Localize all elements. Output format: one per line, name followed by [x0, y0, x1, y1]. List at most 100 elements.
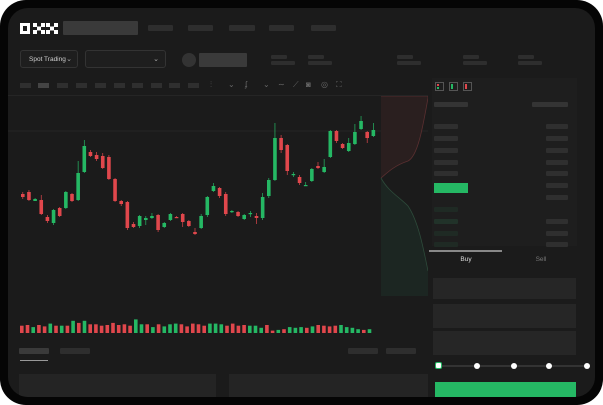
market-type-dropdown[interactable]: Spot Trading ⌄	[20, 50, 78, 68]
tab-buy[interactable]: Buy	[460, 256, 472, 263]
ruler-icon[interactable]: ⟋	[293, 80, 299, 89]
interval-button[interactable]	[151, 83, 162, 88]
search-bar[interactable]	[63, 21, 138, 35]
buy-button[interactable]	[435, 382, 576, 397]
candlestick-chart[interactable]	[8, 96, 428, 336]
candle	[279, 135, 283, 153]
candle	[316, 162, 320, 169]
amount-input[interactable]	[433, 304, 576, 328]
interval-button[interactable]	[169, 83, 180, 88]
candle	[88, 150, 93, 157]
nav-item[interactable]	[148, 25, 173, 31]
ask-size	[546, 124, 568, 129]
nav-item[interactable]	[188, 25, 213, 31]
interval-button[interactable]	[76, 83, 87, 88]
stat	[463, 61, 487, 65]
stat	[271, 61, 295, 65]
candle	[371, 123, 376, 137]
candle	[346, 138, 351, 152]
candle	[236, 211, 240, 217]
volume-bar	[293, 327, 298, 333]
candle	[328, 130, 333, 158]
interval-button[interactable]	[132, 83, 143, 88]
volume-bar	[82, 320, 87, 333]
volume-bar	[162, 326, 167, 333]
bid-price	[434, 219, 458, 224]
volume-bar	[356, 329, 360, 333]
line-draw-icon[interactable]: ∼	[278, 80, 285, 89]
nav-item[interactable]	[269, 25, 294, 31]
tab-order-history[interactable]	[60, 348, 90, 354]
order-book-view-toggle[interactable]	[435, 82, 475, 92]
chevron-down-icon[interactable]: ⌄	[228, 80, 235, 89]
assets-panel	[229, 374, 428, 397]
candle	[162, 222, 167, 228]
volume-bar	[20, 325, 24, 333]
candle	[365, 131, 369, 143]
okx-logo[interactable]	[20, 23, 58, 34]
slider-handle[interactable]	[435, 362, 442, 369]
candle	[260, 193, 265, 220]
candle	[217, 187, 222, 198]
fullscreen-icon[interactable]: ⛶	[336, 80, 342, 89]
tab-open-orders[interactable]	[19, 348, 49, 354]
interval-button[interactable]	[188, 83, 199, 88]
volume-bar	[265, 325, 269, 333]
candle-body	[45, 217, 50, 221]
candle	[144, 216, 148, 225]
volume-bar	[327, 326, 332, 333]
volume-bar	[179, 324, 184, 333]
volume-bar	[128, 325, 132, 333]
filter-button[interactable]	[348, 348, 378, 354]
candle	[340, 143, 345, 149]
candle	[168, 213, 173, 221]
slider-step-50[interactable]	[511, 363, 517, 369]
slider-step-25[interactable]	[474, 363, 480, 369]
bid-size	[546, 231, 568, 236]
indicator-icon[interactable]: ʄ	[245, 80, 248, 89]
active-tab-underline	[20, 360, 48, 361]
volume-bar	[276, 329, 281, 333]
volume-bar	[105, 325, 110, 333]
candle-body	[107, 157, 111, 179]
volume-bar	[316, 325, 320, 333]
interval-button[interactable]	[114, 83, 125, 88]
settings-icon[interactable]: ◎	[321, 80, 328, 89]
total-input[interactable]	[433, 331, 576, 355]
ask-size	[546, 183, 568, 188]
nav-item[interactable]	[229, 25, 255, 31]
candle	[150, 213, 154, 219]
interval-button[interactable]	[95, 83, 106, 88]
chevron-down-icon[interactable]: ⌄	[263, 80, 270, 89]
candle-body	[94, 155, 99, 159]
candle	[64, 191, 68, 209]
filter-button[interactable]	[386, 348, 416, 354]
candle	[45, 215, 50, 223]
slider-step-75[interactable]	[546, 363, 552, 369]
candle	[70, 193, 74, 202]
nav-item[interactable]	[311, 25, 336, 31]
candle-body	[125, 202, 130, 228]
candle	[267, 178, 271, 198]
volume-bar	[344, 327, 349, 333]
pair-dropdown[interactable]: ⌄	[85, 50, 166, 68]
price-input[interactable]	[433, 278, 576, 299]
chevron-down-icon: ⌄	[153, 56, 159, 63]
interval-button[interactable]	[57, 83, 68, 88]
bid-price	[434, 242, 458, 247]
candle-body	[193, 232, 197, 234]
interval-button[interactable]	[38, 83, 49, 88]
volume-bar	[202, 325, 206, 333]
camera-icon[interactable]: ◙	[306, 80, 311, 89]
candle-body	[137, 216, 142, 226]
candle-body	[70, 194, 74, 201]
volume-bar	[310, 326, 315, 333]
interval-button[interactable]	[20, 83, 31, 88]
candle-type-icon[interactable]: ⫶	[210, 80, 212, 89]
slider-step-100[interactable]	[584, 363, 590, 369]
volume-bar	[287, 327, 292, 333]
candle	[113, 178, 117, 202]
volume-bar	[213, 323, 218, 333]
tab-sell[interactable]: Sell	[535, 256, 547, 263]
volume-bar	[259, 327, 263, 333]
